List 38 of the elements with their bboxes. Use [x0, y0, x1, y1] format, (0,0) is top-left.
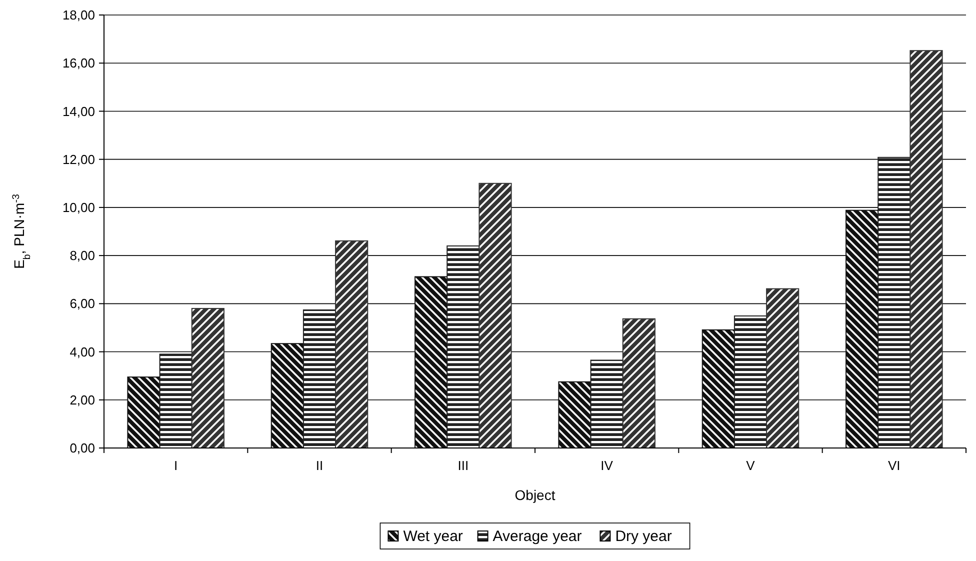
x-axis-title: Object	[514, 487, 556, 503]
bar	[846, 210, 879, 448]
y-tick-label: 2,00	[70, 392, 95, 408]
x-tick-label: II	[316, 458, 324, 473]
y-tick-label: 18,00	[62, 8, 95, 23]
y-tick-label: 0,00	[70, 440, 95, 456]
x-tick-label: V	[746, 458, 756, 473]
bar	[590, 360, 624, 448]
bar	[734, 315, 768, 448]
bar	[191, 308, 224, 448]
bar	[414, 276, 448, 448]
y-tick-label: 14,00	[62, 104, 95, 119]
x-tick-label: IV	[600, 458, 614, 473]
legend-label: Wet year	[403, 528, 463, 545]
y-tick-label: 6,00	[70, 296, 95, 312]
bar	[446, 245, 480, 448]
legend-label: Dry year	[615, 528, 672, 545]
bar	[558, 381, 592, 448]
y-tick-label: 12,00	[62, 152, 95, 167]
bar	[478, 182, 512, 448]
y-tick-label: 16,00	[62, 56, 95, 71]
bar	[910, 50, 943, 448]
x-tick-label: III	[458, 458, 469, 473]
bar	[622, 318, 656, 448]
bar	[335, 240, 368, 448]
x-tick-label: VI	[888, 458, 900, 473]
legend-label: Average year	[492, 528, 582, 545]
bar	[302, 309, 336, 448]
bar	[127, 376, 160, 448]
x-tick-label: I	[174, 458, 178, 473]
y-tick-label: 8,00	[70, 248, 95, 264]
bar	[270, 343, 304, 448]
y-tick-label: 4,00	[70, 344, 95, 360]
bar	[878, 156, 911, 448]
y-tick-label: 10,00	[62, 200, 95, 215]
bar	[766, 288, 800, 448]
bar	[159, 354, 192, 448]
bar	[702, 329, 735, 448]
